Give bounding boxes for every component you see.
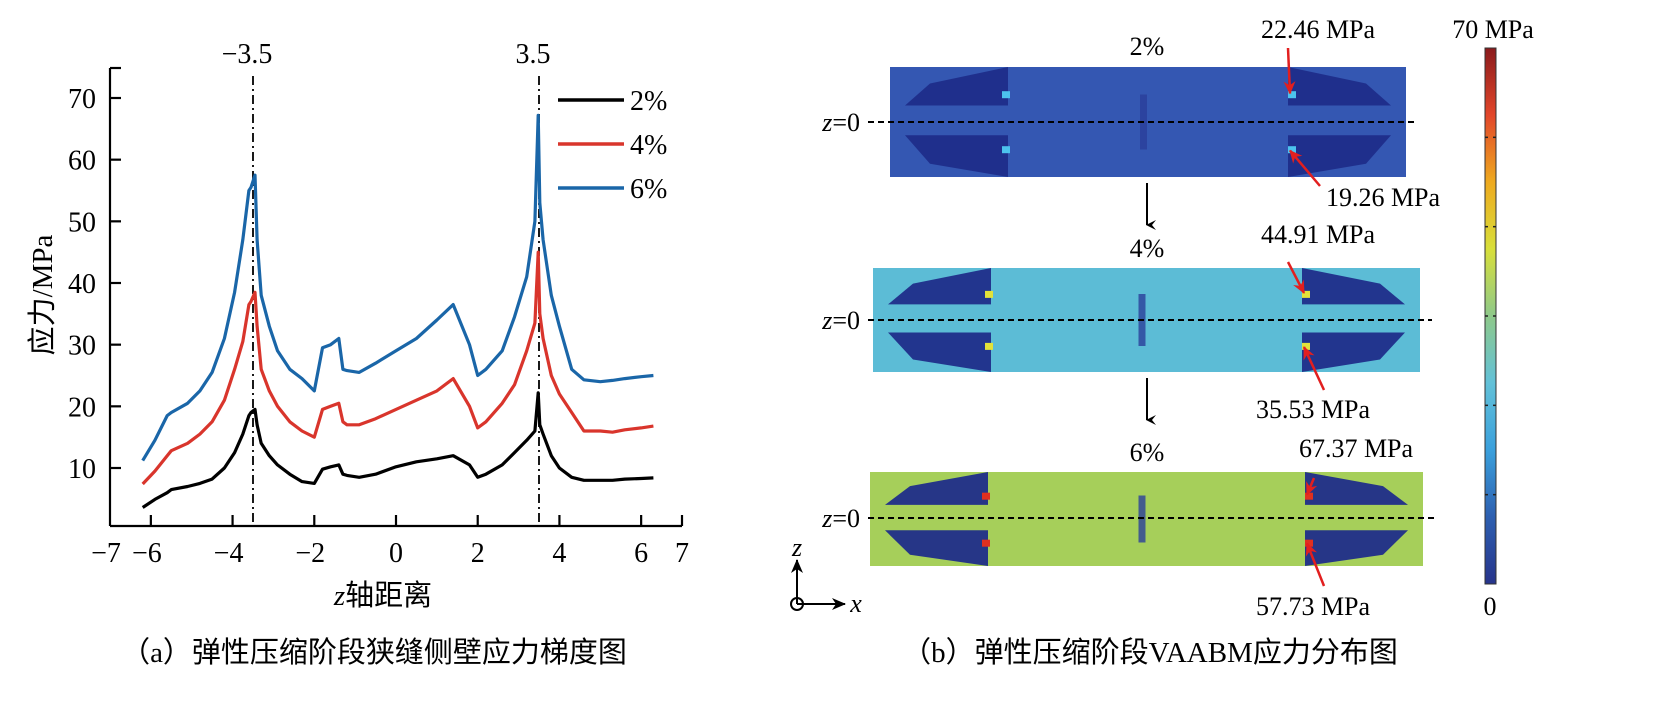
right-lower-wedge bbox=[1288, 135, 1391, 177]
caption-a: （a）弹性压缩阶段狭缝侧壁应力梯度图 bbox=[121, 636, 627, 669]
y-tick-label: 50 bbox=[68, 207, 96, 238]
legend-label: 4% bbox=[630, 130, 667, 161]
chart-axes: 10 20 30 40 50 60 70 −7 −6 −4 −2 0 2 4 6 7 bbox=[68, 66, 689, 569]
x-tick-label: −2 bbox=[295, 538, 325, 569]
colorbar: 70 MPa 0 bbox=[1452, 15, 1534, 621]
red-arrow-icon bbox=[1289, 149, 1321, 187]
reference-line-label: 3.5 bbox=[516, 39, 551, 70]
stress-hotspot bbox=[1288, 91, 1296, 99]
reference-lines: −3.5 3.5 bbox=[222, 39, 551, 526]
stress-gradient-chart: 10 20 30 40 50 60 70 −7 −6 −4 −2 0 2 4 6 7 −3.5 3.5 2% 4%… bbox=[26, 39, 689, 669]
stage-images: z=0 2% 22.46 MPa 19.26 MPa z=0 4% 44.91 MPa 35.… bbox=[821, 15, 1440, 621]
red-arrow-icon bbox=[1305, 542, 1326, 587]
x-tick-label: 7 bbox=[675, 538, 689, 569]
z0-label: z=0 bbox=[821, 306, 860, 335]
chart-series bbox=[141, 113, 654, 509]
y-tick-label: 70 bbox=[68, 84, 96, 115]
stress-hotspot bbox=[985, 290, 993, 298]
stress-hotspot bbox=[982, 539, 990, 547]
series-line-6pct bbox=[141, 113, 654, 462]
left-lower-wedge bbox=[905, 135, 1008, 177]
red-arrow-icon bbox=[1302, 346, 1326, 391]
right-upper-wedge bbox=[1288, 67, 1391, 106]
legend-label: 6% bbox=[630, 174, 667, 205]
coordinate-axes: z x bbox=[790, 533, 862, 618]
chart-legend: 2% 4% 6% bbox=[558, 86, 667, 205]
stress-hotspot bbox=[1288, 146, 1296, 154]
x-axis-label-var: z bbox=[333, 580, 345, 612]
series-line-4pct bbox=[141, 250, 654, 486]
stress-hotspot bbox=[1002, 146, 1010, 154]
stress-hotspot bbox=[985, 342, 993, 350]
x-tick-label: −6 bbox=[132, 538, 162, 569]
series-line-2pct bbox=[141, 391, 654, 509]
y-axis-label: 应力/MPa bbox=[26, 234, 59, 355]
stress-hotspot bbox=[982, 492, 990, 500]
stage-2pct: z=0 2% 22.46 MPa 19.26 MPa bbox=[821, 15, 1441, 230]
x-axis-label-text: 轴距离 bbox=[345, 579, 432, 612]
bottom-value-label: 57.73 MPa bbox=[1256, 592, 1371, 621]
colorbar-min-label: 0 bbox=[1484, 592, 1497, 621]
bottom-value-label: 19.26 MPa bbox=[1326, 183, 1441, 212]
x-tick-label: 4 bbox=[552, 538, 566, 569]
stage-label: 2% bbox=[1130, 32, 1165, 61]
colorbar-max-label: 70 MPa bbox=[1452, 15, 1534, 44]
z-axis-label: z bbox=[791, 533, 802, 562]
stress-hotspot bbox=[1305, 492, 1313, 500]
bottom-value-label: 35.53 MPa bbox=[1256, 395, 1371, 424]
stress-hotspot bbox=[1302, 290, 1310, 298]
y-tick-label: 60 bbox=[68, 146, 96, 177]
top-value-label: 67.37 MPa bbox=[1299, 434, 1414, 463]
red-arrow-icon bbox=[1286, 261, 1306, 294]
left-upper-wedge bbox=[888, 268, 991, 305]
stress-distribution-panel: z=0 2% 22.46 MPa 19.26 MPa z=0 4% 44.91 MPa 35.… bbox=[790, 15, 1534, 669]
top-value-label: 44.91 MPa bbox=[1261, 220, 1376, 249]
origin-icon bbox=[790, 597, 804, 611]
z0-label: z=0 bbox=[821, 504, 860, 533]
right-upper-wedge bbox=[1305, 472, 1408, 505]
y-tick-label: 20 bbox=[68, 392, 96, 423]
z0-label: z=0 bbox=[821, 108, 860, 137]
stress-hotspot bbox=[1002, 91, 1010, 99]
x-tick-label: 6 bbox=[634, 538, 648, 569]
x-tick-label: −4 bbox=[214, 538, 244, 569]
right-upper-wedge bbox=[1302, 268, 1405, 305]
x-tick-label: 0 bbox=[389, 538, 403, 569]
x-tick-label: −7 bbox=[91, 538, 121, 569]
stage-4pct: z=0 4% 44.91 MPa 35.53 MPa bbox=[821, 220, 1432, 425]
stage-6pct: z=0 6% 67.37 MPa 57.73 MPa bbox=[821, 434, 1435, 621]
stage-label: 4% bbox=[1130, 234, 1165, 263]
right-lower-wedge bbox=[1305, 530, 1408, 566]
legend-label: 2% bbox=[630, 86, 667, 117]
stage-label: 6% bbox=[1130, 438, 1165, 467]
x-tick-label: 2 bbox=[471, 538, 485, 569]
colorbar-ticks bbox=[1485, 136, 1496, 496]
x-axis-label: z轴距离 bbox=[333, 579, 432, 612]
x-axis-label-b: x bbox=[849, 589, 862, 618]
top-value-label: 22.46 MPa bbox=[1261, 15, 1376, 44]
left-lower-wedge bbox=[888, 332, 991, 372]
right-lower-wedge bbox=[1302, 332, 1405, 372]
left-upper-wedge bbox=[905, 67, 1008, 106]
red-arrow-icon bbox=[1283, 47, 1296, 95]
caption-b: （b）弹性压缩阶段VAABM应力分布图 bbox=[902, 636, 1398, 669]
reference-line-label: −3.5 bbox=[222, 39, 273, 70]
left-lower-wedge bbox=[885, 530, 988, 566]
y-tick-label: 10 bbox=[68, 454, 96, 485]
y-tick-label: 30 bbox=[68, 331, 96, 362]
red-arrow-icon bbox=[1305, 477, 1318, 496]
y-tick-label: 40 bbox=[68, 269, 96, 300]
left-upper-wedge bbox=[885, 472, 988, 505]
